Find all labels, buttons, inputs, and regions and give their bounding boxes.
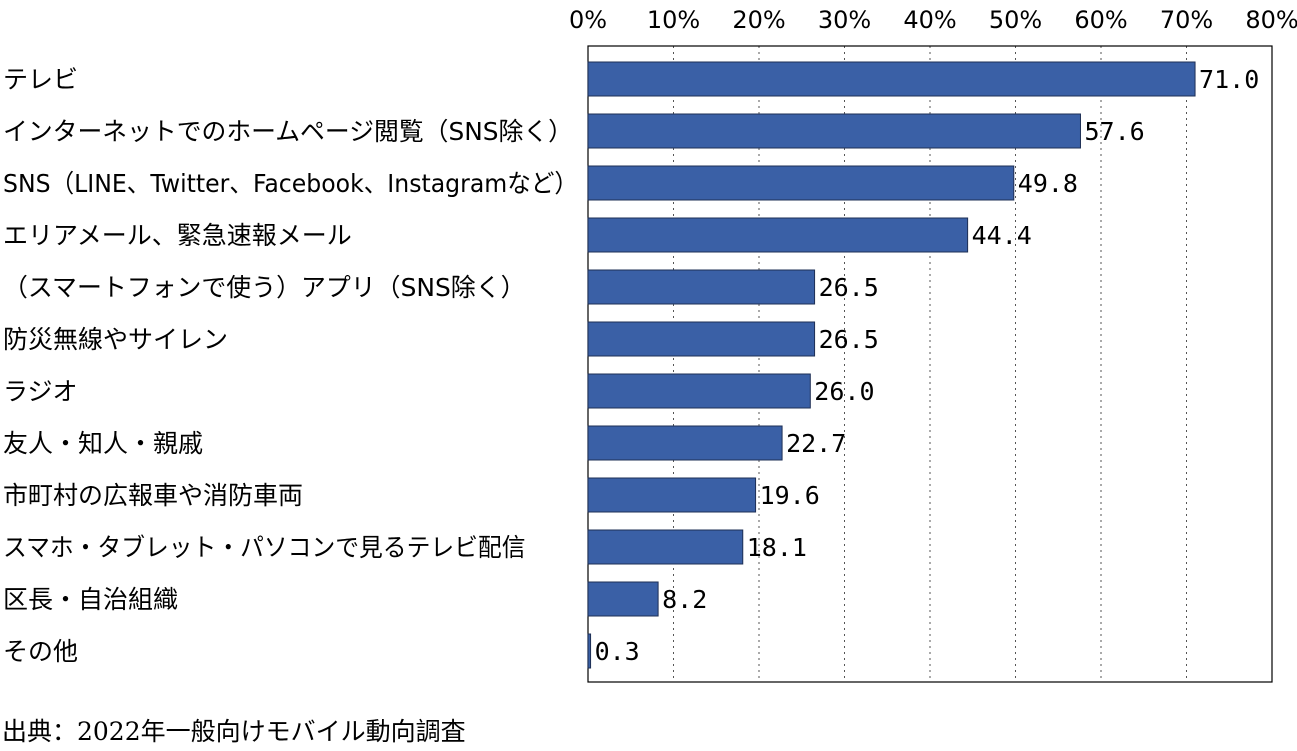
bar	[587, 61, 1196, 97]
bar	[587, 321, 816, 357]
value-label: 26.5	[819, 273, 879, 302]
value-label: 49.8	[1018, 169, 1078, 198]
x-tick-label: 70%	[1160, 6, 1213, 34]
plot-frame	[587, 45, 1273, 683]
bar	[587, 217, 969, 253]
value-label: 26.5	[819, 325, 879, 354]
category-label: 市町村の広報車や消防車両	[3, 481, 303, 510]
value-label: 44.4	[972, 221, 1032, 250]
value-label: 26.0	[814, 377, 874, 406]
bar	[587, 269, 816, 305]
category-label: エリアメール、緊急速報メール	[3, 221, 352, 250]
bar	[587, 529, 744, 565]
x-tick-label: 20%	[732, 6, 785, 34]
bar-chart: 0% 10% 20% 30% 40% 50% 60% 70% 80% テレビインターネットでのホ…	[3, 6, 1297, 683]
x-tick-labels: 0% 10% 20% 30% 40% 50% 60% 70% 80%	[569, 6, 1297, 34]
value-label: 8.2	[662, 585, 707, 614]
category-label: インターネットでのホームページ閲覧（SNS除く）	[3, 117, 573, 146]
x-tick-label: 10%	[647, 6, 700, 34]
value-label: 18.1	[747, 533, 807, 562]
category-label: 防災無線やサイレン	[3, 325, 228, 354]
x-tick-label: 0%	[569, 6, 607, 34]
bar	[587, 113, 1081, 149]
category-label: その他	[3, 637, 78, 666]
x-tick-label: 80%	[1245, 6, 1297, 34]
value-label: 22.7	[786, 429, 846, 458]
category-label: スマホ・タブレット・パソコンで見るテレビ配信	[3, 533, 526, 562]
gridlines	[673, 46, 1187, 682]
category-label: ラジオ	[3, 377, 78, 406]
value-label: 57.6	[1084, 117, 1144, 146]
bar	[587, 425, 783, 461]
category-label: SNS（LINE、Twitter、Facebook、Instagramなど）	[3, 169, 578, 198]
value-labels: 71.0 57.649.8 44.4 26.5 26.5 26.0 22.7 19.6 18.1…	[595, 65, 1260, 666]
bar	[587, 581, 659, 617]
bar	[587, 633, 592, 669]
value-label: 19.6	[760, 481, 820, 510]
value-label: 71.0	[1199, 65, 1259, 94]
category-label: テレビ	[3, 65, 78, 94]
category-label: 区長・自治組織	[3, 585, 178, 614]
x-tick-label: 50%	[989, 6, 1042, 34]
bars	[587, 61, 1196, 669]
bar	[587, 373, 811, 409]
category-label: 友人・知人・親戚	[3, 429, 203, 458]
x-tick-label: 30%	[818, 6, 871, 34]
source-note: 出典：2022年一般向けモバイル動向調査	[2, 717, 466, 746]
category-label: （スマートフォンで使う）アプリ（SNS除く）	[3, 273, 526, 302]
x-tick-label: 60%	[1074, 6, 1127, 34]
bar	[587, 165, 1015, 201]
bar	[587, 477, 757, 513]
x-tick-label: 40%	[903, 6, 956, 34]
value-label: 0.3	[595, 637, 640, 666]
